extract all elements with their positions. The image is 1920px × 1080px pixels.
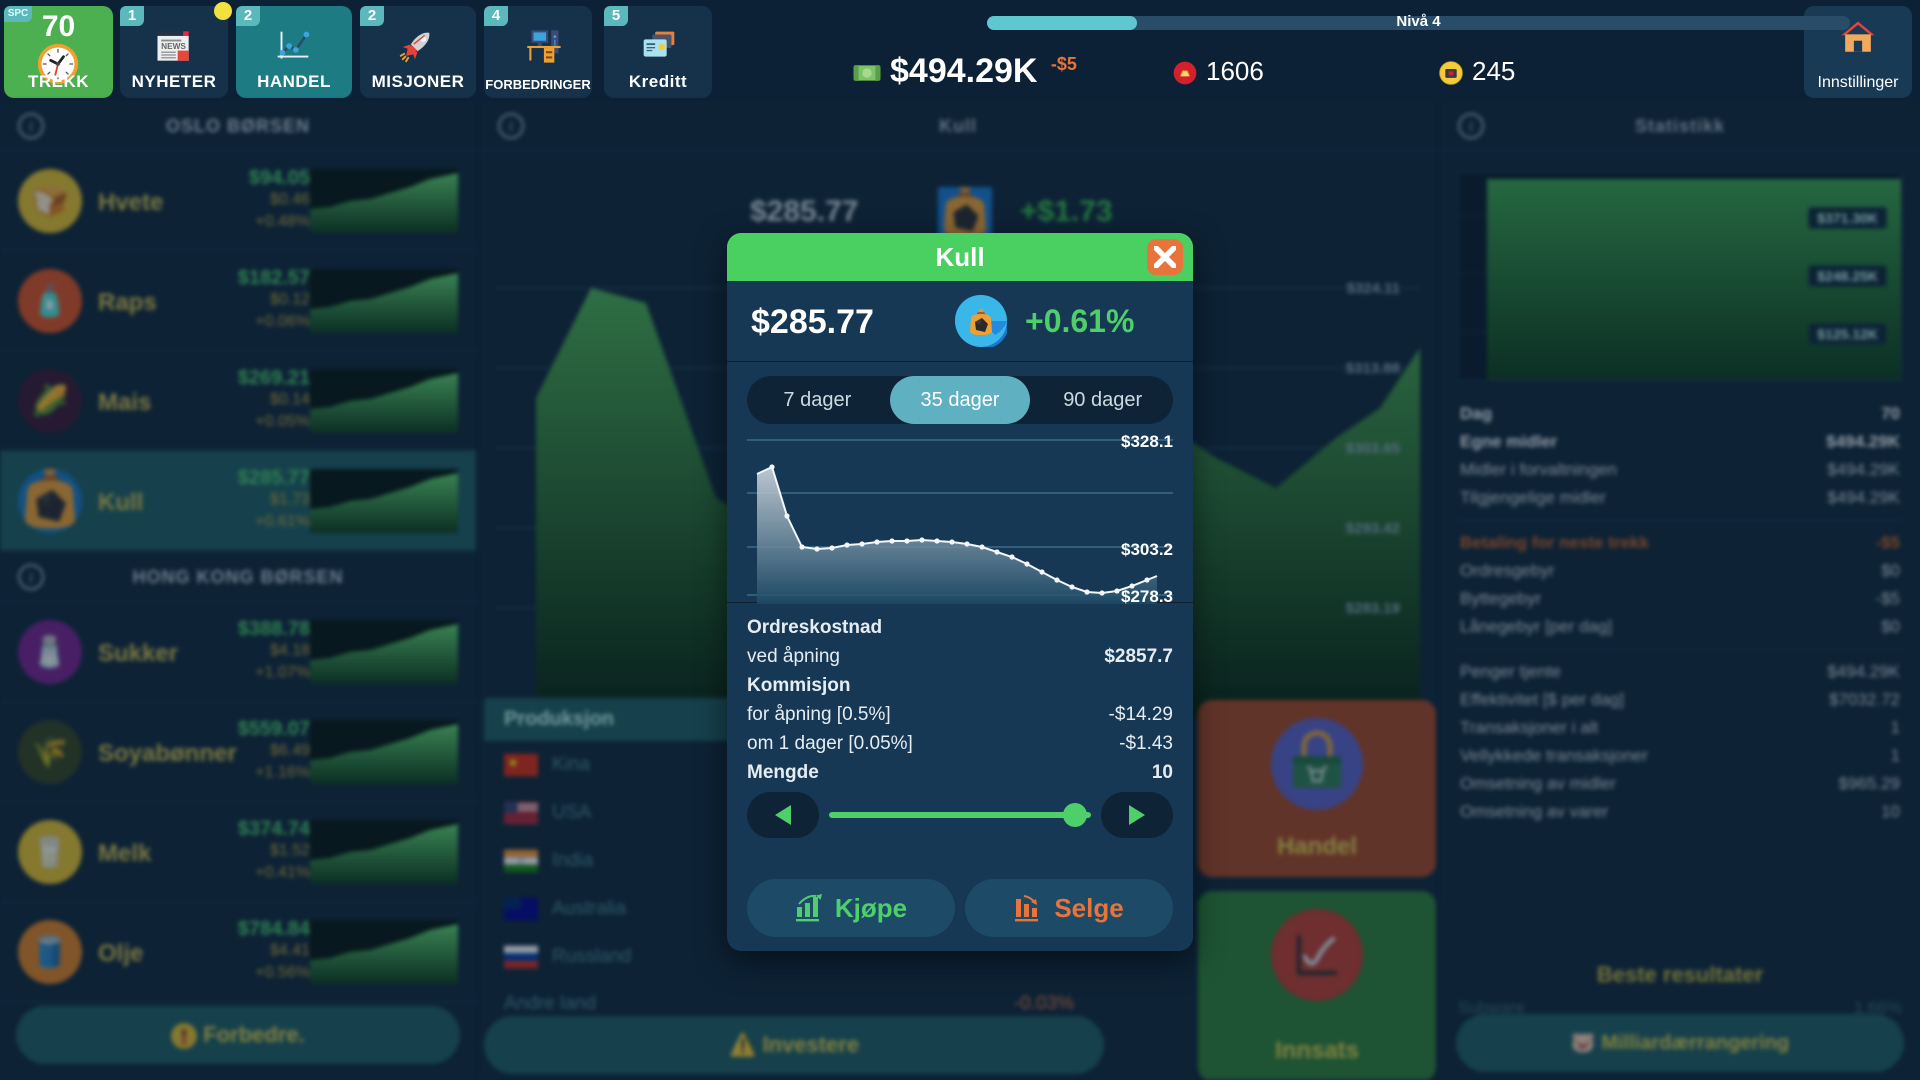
svg-text:NEWS: NEWS bbox=[161, 42, 186, 51]
